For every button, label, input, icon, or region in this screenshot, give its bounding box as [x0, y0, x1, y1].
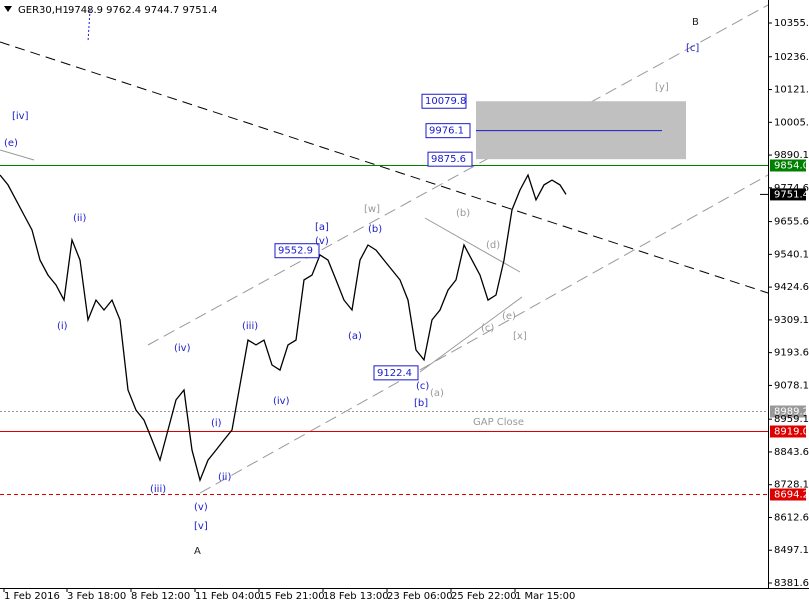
level-tag: [770, 405, 806, 418]
wave-label: (ii): [73, 213, 86, 224]
x-tick-label: 15 Feb 21:00: [259, 591, 325, 602]
wave-label: (iv): [174, 343, 191, 354]
y-tick-label: 8843.6: [774, 447, 809, 458]
wave-label: (iii): [150, 484, 166, 495]
wedge-line: [424, 217, 521, 273]
target-label: 9552.9: [278, 246, 313, 257]
y-tick-label: 8612.6: [774, 512, 809, 523]
target-box: [373, 365, 419, 381]
wave-label: (b): [456, 208, 470, 219]
wave-label: [iv]: [12, 111, 29, 122]
target-label: 9875.6: [431, 154, 466, 165]
x-tick-label: 3 Feb 18:00: [67, 591, 126, 602]
level-label: 8989.2: [774, 407, 809, 418]
target-box: [274, 243, 320, 259]
trend-line: [0, 41, 769, 294]
wave-label: (d): [486, 240, 500, 251]
trend-lines: [0, 4, 769, 494]
wave-label: (ii): [218, 472, 231, 483]
y-tick-label: 8497.1: [774, 545, 809, 556]
x-tick-label: 8 Feb 12:00: [131, 591, 190, 602]
wave-label: (e): [4, 138, 18, 149]
wave-label: [a]: [315, 222, 329, 233]
target-label: 9122.4: [377, 368, 412, 379]
wave-label: (e): [502, 311, 516, 322]
y-tick-label: 8381.6: [774, 578, 809, 589]
last-price-label: 9751.4: [774, 189, 809, 200]
price-line: [0, 173, 567, 483]
y-tick-label: 9655.6: [774, 217, 809, 228]
last-price-tag: [770, 188, 806, 201]
y-tick-label: 9540.1: [774, 249, 809, 260]
target-label: 10079.8: [425, 96, 466, 107]
level-label: 8919.0: [774, 427, 809, 438]
level-label: 8694.2: [774, 490, 809, 501]
wave-label: [x]: [513, 331, 527, 342]
wave-label: [w]: [364, 204, 380, 215]
wave-label: (v): [194, 502, 208, 513]
wave-label: (b): [368, 224, 382, 235]
target-label: 9976.1: [429, 126, 464, 137]
wave-label: (c): [481, 323, 494, 334]
wedge-line: [0, 149, 35, 161]
wave-label: (a): [348, 331, 362, 342]
y-tick-label: 10236.6: [774, 52, 809, 63]
wave-label: [c]: [686, 43, 699, 54]
x-tick-label: 1 Mar 15:00: [515, 591, 575, 602]
y-tick-label: 9890.1: [774, 150, 809, 161]
marker-line: [87, 9, 91, 43]
wave-label: [v]: [194, 521, 208, 532]
y-tick-label: 9774.6: [774, 183, 809, 194]
x-tick-label: 11 Feb 04:00: [195, 591, 261, 602]
y-tick-label: 10355.6: [774, 18, 809, 29]
x-tick-label: 23 Feb 06:00: [387, 591, 453, 602]
channel-line: [199, 174, 769, 494]
symbol-title: GER30,H1: [18, 5, 69, 16]
level-tag: [770, 425, 806, 438]
wave-label: (v): [315, 236, 329, 247]
wave-label: (iii): [242, 321, 258, 332]
y-tick-label: 9424.6: [774, 282, 809, 293]
channel-line: [147, 4, 769, 346]
level-tag: [770, 159, 806, 172]
wave-label: A: [194, 546, 201, 557]
wave-label: [y]: [655, 82, 669, 93]
wedge-line: [419, 296, 523, 373]
ohlc: 9748.9 9762.4 9744.7 9751.4: [68, 5, 218, 16]
wave-label: (iv): [273, 396, 290, 407]
target-box: [425, 123, 471, 139]
wave-label: (i): [57, 321, 68, 332]
target-box: [421, 93, 467, 109]
header-icon: [4, 6, 12, 12]
x-tick-label: 18 Feb 13:00: [323, 591, 389, 602]
x-tick-label: 25 Feb 22:00: [451, 591, 517, 602]
wave-label: B: [692, 17, 699, 28]
wave-label: (i): [211, 418, 222, 429]
y-tick-label: 10005.6: [774, 117, 809, 128]
y-tick-label: 9309.1: [774, 315, 809, 326]
wave-label: GAP Close: [473, 417, 524, 428]
y-tick-label: 8959.1: [774, 414, 809, 425]
wave-label: (a): [430, 388, 444, 399]
y-tick-label: 9193.6: [774, 348, 809, 359]
target-box: [427, 151, 473, 167]
wave-label: (c): [416, 381, 429, 392]
wave-label: [b]: [414, 398, 428, 409]
y-tick-label: 9078.1: [774, 380, 809, 391]
y-tick-label: 10121.1: [774, 85, 809, 96]
level-tag: [770, 488, 806, 501]
y-tick-label: 8728.1: [774, 480, 809, 491]
x-tick-label: 1 Feb 2016: [4, 591, 60, 602]
level-label: 9854.0: [774, 161, 809, 172]
